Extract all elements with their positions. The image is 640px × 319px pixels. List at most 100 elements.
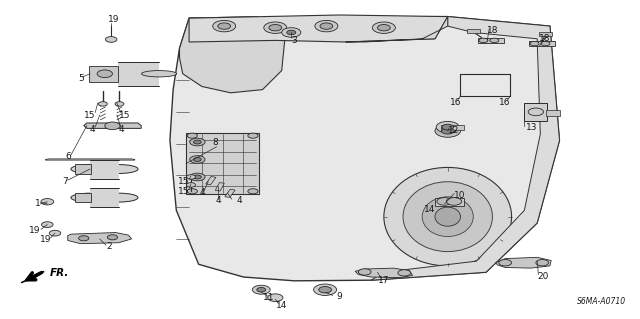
Bar	[90, 160, 120, 179]
Text: 15: 15	[119, 111, 131, 120]
Ellipse shape	[71, 165, 109, 174]
Ellipse shape	[403, 182, 492, 252]
Text: 18: 18	[487, 26, 499, 35]
Text: 20: 20	[537, 272, 548, 281]
Circle shape	[435, 124, 461, 137]
Text: 8: 8	[212, 137, 218, 146]
Polygon shape	[189, 15, 448, 42]
Text: 19: 19	[40, 235, 52, 244]
Bar	[215, 183, 225, 191]
Circle shape	[97, 70, 113, 78]
Circle shape	[282, 28, 301, 37]
Bar	[76, 164, 91, 174]
Text: 16: 16	[499, 98, 511, 107]
Circle shape	[189, 156, 205, 163]
Ellipse shape	[71, 193, 109, 202]
Text: 10: 10	[454, 190, 466, 200]
Text: 4: 4	[119, 125, 124, 134]
Bar	[90, 188, 120, 207]
Polygon shape	[179, 17, 285, 93]
Bar	[529, 41, 555, 47]
Bar	[89, 66, 118, 82]
Bar	[225, 189, 235, 197]
Polygon shape	[21, 271, 44, 283]
Circle shape	[252, 285, 270, 294]
Text: 7: 7	[62, 177, 68, 186]
Circle shape	[218, 23, 230, 29]
Circle shape	[212, 20, 236, 32]
Circle shape	[99, 102, 108, 106]
Circle shape	[108, 235, 118, 240]
Circle shape	[479, 38, 488, 43]
Circle shape	[287, 30, 296, 35]
Circle shape	[106, 37, 117, 42]
Text: 3: 3	[291, 36, 297, 45]
Text: 15: 15	[177, 177, 189, 186]
Circle shape	[442, 128, 454, 134]
Circle shape	[490, 38, 499, 43]
Text: 19: 19	[108, 15, 120, 24]
Circle shape	[442, 124, 454, 130]
Bar	[442, 124, 464, 130]
Circle shape	[268, 294, 283, 301]
Circle shape	[42, 222, 53, 227]
Ellipse shape	[141, 70, 177, 77]
Ellipse shape	[384, 167, 511, 266]
Circle shape	[189, 173, 205, 181]
Circle shape	[248, 189, 258, 194]
Text: 11: 11	[263, 293, 275, 302]
Text: 9: 9	[336, 292, 342, 301]
Text: 15: 15	[84, 111, 95, 120]
Ellipse shape	[100, 193, 138, 202]
Ellipse shape	[435, 207, 461, 226]
Circle shape	[320, 23, 333, 29]
Text: 5: 5	[78, 74, 84, 83]
Bar	[467, 29, 479, 33]
Circle shape	[79, 236, 89, 241]
Text: 14: 14	[424, 205, 436, 214]
Circle shape	[49, 230, 61, 236]
Text: 17: 17	[378, 276, 390, 285]
Bar	[539, 33, 552, 36]
Polygon shape	[355, 268, 413, 278]
Circle shape	[528, 108, 543, 116]
Circle shape	[187, 133, 197, 138]
Bar	[435, 197, 464, 205]
Circle shape	[189, 138, 205, 146]
Bar	[478, 38, 504, 43]
Circle shape	[447, 197, 462, 205]
Circle shape	[186, 175, 195, 179]
Circle shape	[248, 133, 258, 138]
Circle shape	[499, 260, 511, 266]
Text: 19: 19	[29, 226, 41, 235]
Text: 4: 4	[200, 188, 205, 197]
Bar	[205, 176, 216, 185]
Text: 13: 13	[525, 123, 537, 132]
Text: 4: 4	[90, 125, 95, 134]
Bar	[76, 193, 91, 202]
Text: FR.: FR.	[50, 268, 69, 278]
Text: 2: 2	[106, 242, 112, 251]
Circle shape	[541, 41, 550, 46]
Polygon shape	[45, 159, 135, 160]
Circle shape	[264, 22, 287, 33]
Circle shape	[378, 25, 390, 31]
Text: 15: 15	[177, 187, 189, 196]
Circle shape	[193, 140, 201, 144]
Bar	[118, 62, 159, 86]
Circle shape	[319, 286, 332, 293]
Bar	[546, 110, 560, 116]
Circle shape	[315, 20, 338, 32]
Text: 16: 16	[450, 98, 461, 107]
Circle shape	[372, 22, 396, 33]
Polygon shape	[346, 17, 448, 42]
Circle shape	[314, 284, 337, 295]
Polygon shape	[371, 17, 559, 280]
Circle shape	[536, 260, 548, 266]
Bar	[524, 103, 547, 121]
Ellipse shape	[93, 68, 141, 79]
Text: 6: 6	[65, 152, 71, 161]
Polygon shape	[170, 17, 559, 281]
Text: 14: 14	[276, 301, 287, 310]
Circle shape	[530, 41, 539, 46]
